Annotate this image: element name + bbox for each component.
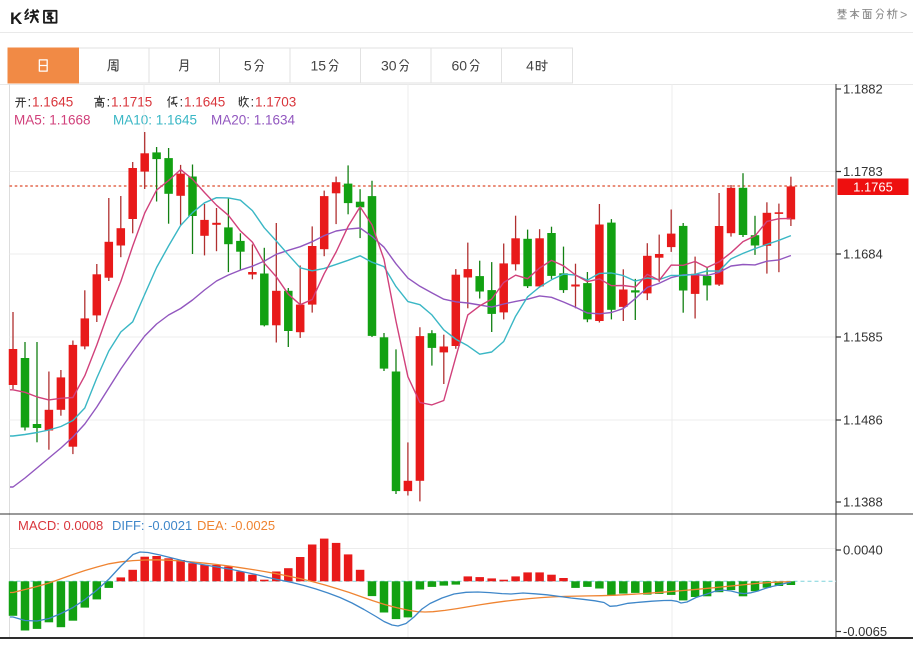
svg-text:4: 4 — [526, 58, 534, 74]
svg-text:MA10: 1.1645: MA10: 1.1645 — [113, 113, 197, 128]
svg-text:DEA: -0.0025: DEA: -0.0025 — [197, 518, 275, 533]
svg-text::: : — [180, 95, 184, 110]
svg-text:0.0040: 0.0040 — [843, 543, 883, 558]
svg-text::: : — [107, 95, 111, 110]
svg-text:MA20: 1.1634: MA20: 1.1634 — [211, 113, 296, 128]
svg-text:1.1645: 1.1645 — [32, 95, 73, 110]
svg-text:1.1715: 1.1715 — [111, 95, 152, 110]
svg-text:60: 60 — [451, 58, 467, 74]
svg-text:>: > — [900, 8, 907, 22]
svg-text::: : — [251, 95, 255, 110]
svg-text:1.1486: 1.1486 — [843, 413, 883, 428]
svg-text:1.1645: 1.1645 — [184, 95, 225, 110]
svg-text:1.1765: 1.1765 — [853, 180, 893, 195]
svg-text:15: 15 — [310, 58, 326, 74]
svg-text:K: K — [10, 9, 23, 28]
svg-text:1.1684: 1.1684 — [843, 247, 883, 262]
svg-text:MACD: 0.0008: MACD: 0.0008 — [18, 518, 103, 533]
svg-text:1.1703: 1.1703 — [255, 95, 296, 110]
svg-text:1.1585: 1.1585 — [843, 330, 883, 345]
svg-text:1.1388: 1.1388 — [843, 495, 883, 510]
svg-text:1.1783: 1.1783 — [843, 164, 883, 179]
svg-text:5: 5 — [244, 58, 252, 74]
svg-text:-0.0065: -0.0065 — [843, 624, 887, 639]
svg-text:1.1882: 1.1882 — [843, 82, 883, 97]
svg-text:DIFF: -0.0021: DIFF: -0.0021 — [112, 518, 192, 533]
svg-text::: : — [28, 95, 32, 110]
svg-text:30: 30 — [381, 58, 397, 74]
svg-text:MA5: 1.1668: MA5: 1.1668 — [14, 113, 91, 128]
